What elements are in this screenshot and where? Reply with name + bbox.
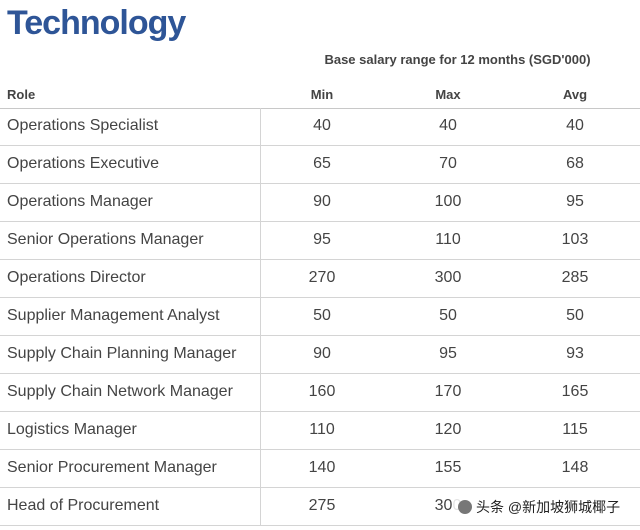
avg-cell: 95 (566, 193, 584, 210)
avg-cell: 285 (561, 269, 589, 286)
column-divider (260, 222, 261, 259)
max-cell: 110 (435, 231, 461, 248)
max-cell: 170 (434, 383, 462, 400)
min-cell: 140 (308, 459, 336, 476)
max-cell: 70 (439, 155, 457, 172)
max-cell: 300 (434, 269, 462, 286)
column-divider (260, 298, 261, 335)
max-cell: 155 (434, 459, 462, 476)
table-row: Senior Procurement Manager 140 155 148 (0, 450, 640, 488)
table-row: Operations Director 270 300 285 (0, 260, 640, 298)
min-cell: 90 (313, 345, 331, 362)
role-cell: Supply Chain Planning Manager (7, 345, 237, 362)
max-cell: 100 (434, 193, 462, 210)
min-cell: 95 (313, 231, 331, 248)
min-cell: 275 (308, 497, 336, 514)
table-row: Supply Chain Planning Manager 90 95 93 (0, 336, 640, 374)
salary-table-body: Operations Specialist 40 40 40 Operations Ex… (0, 108, 640, 526)
avg-cell: 165 (561, 383, 589, 400)
column-header-max: Max (435, 87, 461, 102)
min-cell: 90 (313, 193, 331, 210)
max-cell: 120 (434, 421, 462, 438)
table-row: Operations Executive 65 70 68 (0, 146, 640, 184)
avg-cell: 68 (566, 155, 584, 172)
min-cell: 110 (309, 421, 335, 438)
page-title: Technology (7, 4, 186, 42)
column-header-min: Min (310, 87, 334, 102)
table-row: Supplier Management Analyst 50 50 50 (0, 298, 640, 336)
salary-range-subheader: Base salary range for 12 months (SGD'000… (324, 52, 591, 67)
role-cell: Logistics Manager (7, 421, 137, 438)
min-cell: 160 (308, 383, 336, 400)
min-cell: 270 (308, 269, 336, 286)
role-cell: Senior Procurement Manager (7, 459, 217, 476)
table-header: Role Min Max Avg (0, 80, 640, 109)
max-cell: 50 (439, 307, 457, 324)
avg-cell: 40 (566, 117, 584, 134)
role-cell: Operations Executive (7, 155, 160, 172)
watermark-logo-icon (458, 500, 472, 514)
role-cell: Operations Specialist (7, 117, 159, 134)
role-cell: Supplier Management Analyst (7, 307, 220, 324)
table-row: Logistics Manager 110 120 115 (0, 412, 640, 450)
column-divider (260, 488, 261, 525)
avg-cell: 50 (566, 307, 584, 324)
column-header-role: Role (7, 87, 36, 102)
avg-cell: 115 (562, 421, 588, 438)
role-cell: Operations Manager (7, 193, 153, 210)
column-divider (260, 374, 261, 411)
max-cell: 40 (439, 117, 457, 134)
avg-cell: 103 (561, 231, 589, 248)
table-row: Senior Operations Manager 95 110 103 (0, 222, 640, 260)
avg-cell: 93 (566, 345, 584, 362)
column-divider (260, 108, 261, 145)
column-divider (260, 146, 261, 183)
min-cell: 50 (313, 307, 331, 324)
column-divider (260, 412, 261, 449)
column-header-avg: Avg (562, 87, 588, 102)
role-cell: Operations Director (7, 269, 146, 286)
table-row: Operations Manager 90 100 95 (0, 184, 640, 222)
watermark: 头条 @新加坡狮城椰子 (452, 495, 627, 519)
role-cell: Head of Procurement (7, 497, 160, 514)
table-row: Supply Chain Network Manager 160 170 165 (0, 374, 640, 412)
role-cell: Senior Operations Manager (7, 231, 204, 248)
role-cell: Supply Chain Network Manager (7, 383, 233, 400)
avg-cell: 148 (561, 459, 589, 476)
min-cell: 40 (313, 117, 331, 134)
table-row: Operations Specialist 40 40 40 (0, 108, 640, 146)
column-divider (260, 260, 261, 297)
column-divider (260, 336, 261, 373)
column-divider (260, 184, 261, 221)
max-cell: 95 (439, 345, 457, 362)
column-divider (260, 450, 261, 487)
min-cell: 65 (313, 155, 331, 172)
watermark-text: 头条 @新加坡狮城椰子 (476, 499, 621, 515)
